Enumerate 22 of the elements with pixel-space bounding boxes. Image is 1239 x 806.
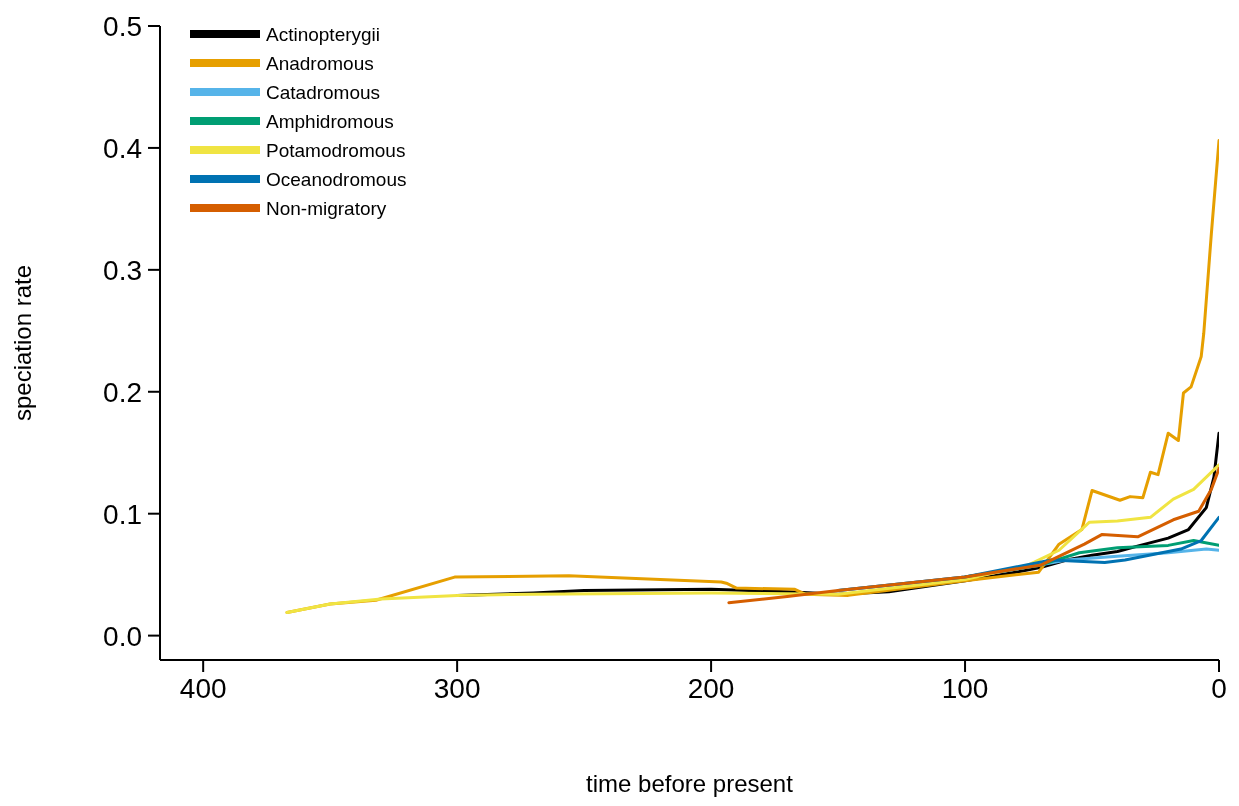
- legend-label: Anadromous: [266, 52, 374, 75]
- line-series: [727, 467, 1219, 605]
- x-tick-label: 200: [687, 672, 735, 704]
- y-tick-label: 0.1: [103, 498, 142, 530]
- y-tick-label: 0.4: [103, 132, 142, 164]
- y-tick-label: 0.5: [103, 10, 142, 42]
- legend-label: Actinopterygii: [266, 23, 381, 46]
- x-tick-label: 400: [179, 672, 227, 704]
- line-series: [285, 463, 1219, 614]
- x-tick-label: 0: [1211, 672, 1227, 704]
- y-tick-label: 0.0: [103, 620, 142, 652]
- legend-label: Catadromous: [266, 81, 381, 104]
- y-axis-title: speciation rate: [8, 264, 36, 422]
- x-tick-label: 300: [433, 672, 481, 704]
- legend-label: Amphidromous: [266, 110, 394, 133]
- x-tick-label: 100: [941, 672, 989, 704]
- legend-label: Non-migratory: [266, 197, 387, 220]
- legend-label: Oceanodromous: [266, 168, 407, 191]
- y-tick-label: 0.2: [103, 376, 142, 408]
- x-axis-title: time before present: [586, 770, 794, 797]
- legend-label: Potamodromous: [266, 139, 406, 162]
- y-tick-label: 0.3: [103, 254, 142, 286]
